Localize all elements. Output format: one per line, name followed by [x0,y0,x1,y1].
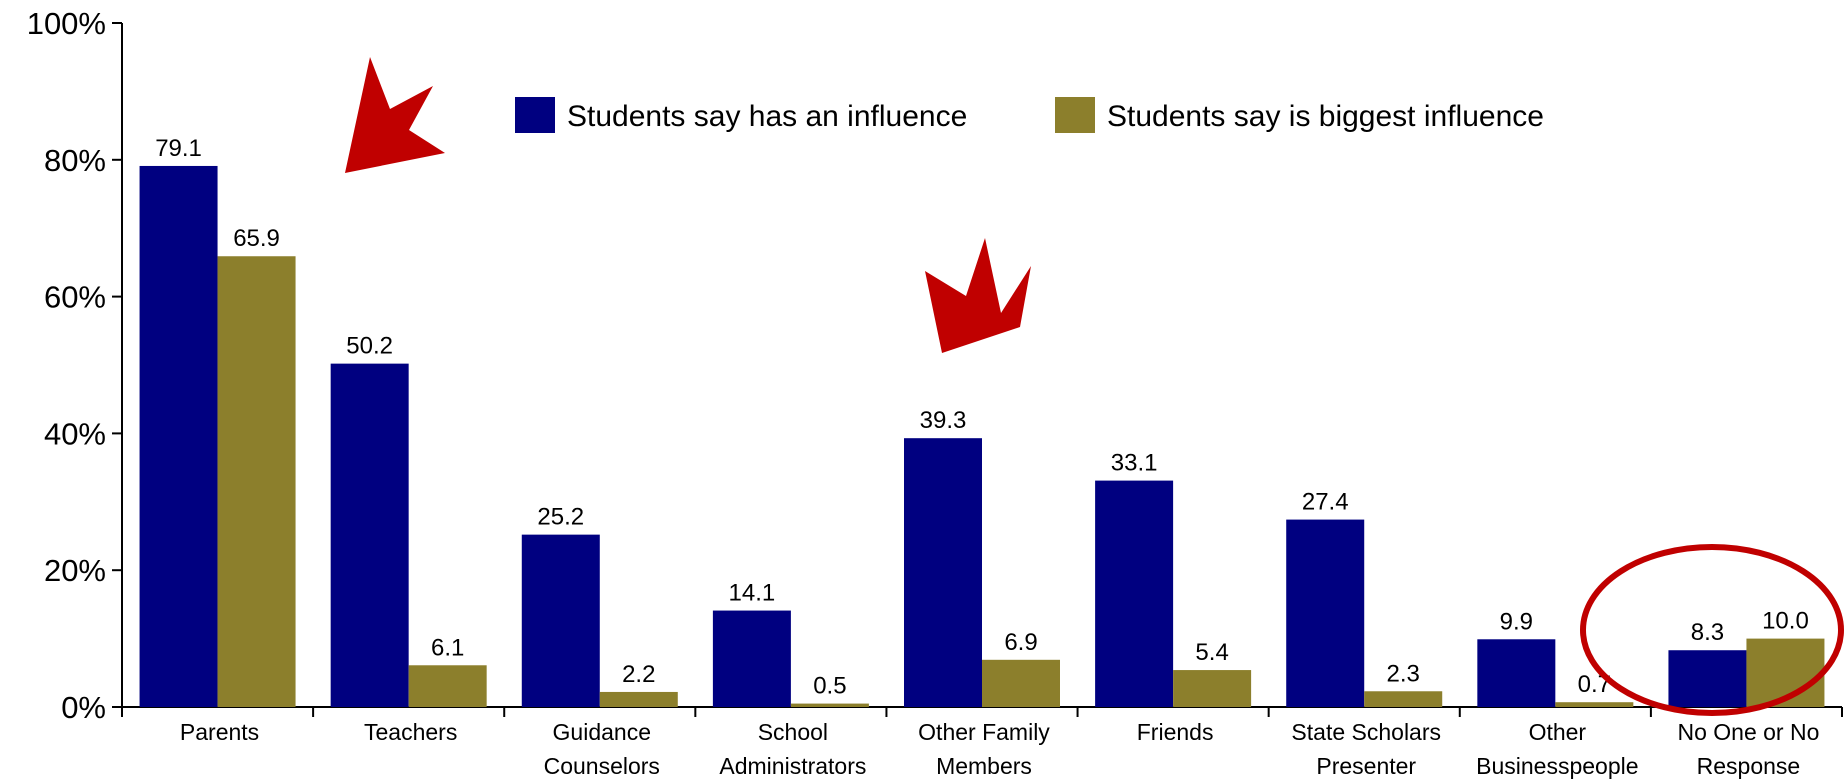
bar-series-2 [1173,670,1252,707]
y-tick-label: 20% [44,553,106,588]
data-label-series-1: 25.2 [537,504,584,531]
legend: Students say has an influence Students sa… [515,97,1544,133]
data-label-series-1: 39.3 [920,407,967,434]
y-tick-label: 40% [44,416,106,451]
x-tick-label-line: No One or No [1677,719,1819,745]
bar-series-2 [1555,702,1634,707]
data-label-series-2: 65.9 [233,225,280,252]
x-tick-label-line: Guidance [553,719,651,745]
annotation-arrow-parents [345,57,445,173]
data-label-series-2: 10.0 [1762,608,1809,635]
bar-series-1 [904,438,982,707]
annotation-ellipse-no-one [1580,544,1844,716]
y-tick-label: 60% [44,280,106,315]
y-tick-label: 80% [44,143,106,178]
data-label-series-2: 2.3 [1387,660,1420,687]
x-tick-label-line: Members [936,753,1032,779]
x-tick-label-line: Response [1697,753,1801,779]
legend-swatch-series-1 [515,97,555,133]
x-tick-label: Guidance Counselors [544,719,660,779]
x-tick-label-line: Businesspeople [1476,753,1638,779]
legend-label-series-2: Students say is biggest influence [1107,100,1544,133]
data-label-series-1: 9.9 [1500,608,1533,635]
bar-series-1 [1095,480,1174,707]
x-tick-label: Other Businesspeople [1476,719,1638,779]
y-tick-label: 100% [27,6,106,41]
x-tick-label-line: Parents [180,719,259,745]
legend-label-series-1: Students say has an influence [567,100,967,133]
x-tick-label-line: Other [1529,719,1587,745]
bar-series-1 [712,610,791,707]
data-labels: 79.1 65.9 50.2 6.1 25.2 2.2 14.1 0.5 39.3 6.9 33.1… [155,135,1809,700]
y-axis: 0% 20% 40% 60% 80% 100% [27,6,123,725]
data-label-series-2: 2.2 [622,661,655,688]
data-label-series-1: 14.1 [729,580,776,607]
data-label-series-1: 27.4 [1302,489,1349,516]
bar-series-2 [599,691,678,707]
x-axis: Parents Teachers Guidance Counselors School A… [121,706,1843,779]
bars [139,165,1825,707]
data-label-series-2: 6.1 [431,634,464,661]
annotations [345,57,1844,716]
x-tick-label: Friends [1137,719,1214,745]
x-tick-label-line: State Scholars [1291,719,1441,745]
data-label-series-2: 5.4 [1195,639,1228,666]
x-tick-label-line: Other Family [918,719,1050,745]
data-label-series-1: 50.2 [346,333,393,360]
bar-series-1 [330,363,409,707]
x-tick-label: School Administrators [719,719,866,779]
bar-series-2 [217,256,296,707]
legend-swatch-series-2 [1055,97,1095,133]
bar-series-2 [982,659,1060,707]
x-tick-label: No One or No Response [1677,719,1819,779]
x-tick-label-line: School [758,719,828,745]
bar-series-1 [521,534,600,707]
x-tick-label: Parents [180,719,259,745]
bar-series-1 [139,165,218,707]
data-label-series-2: 6.9 [1004,629,1037,656]
data-label-series-2: 0.5 [813,673,846,700]
bar-series-2 [790,703,869,707]
data-label-series-1: 79.1 [155,135,202,162]
x-tick-label: Teachers [364,719,457,745]
annotation-arrow-other-family [925,238,1031,353]
bar-series-2 [408,665,487,707]
bar-series-1 [1477,639,1556,707]
x-tick-label-line: Counselors [544,753,660,779]
x-tick-label-line: Administrators [719,753,866,779]
x-tick-label: State Scholars Presenter [1291,719,1441,779]
x-tick-label-line: Teachers [364,719,457,745]
bar-series-1 [1286,519,1365,707]
data-label-series-1: 33.1 [1111,450,1158,477]
x-tick-label-line: Presenter [1316,753,1416,779]
x-tick-label-line: Friends [1137,719,1214,745]
bar-series-2 [1364,691,1443,707]
bar-series-1 [1668,650,1747,707]
data-label-series-1: 8.3 [1691,619,1724,646]
x-tick-label: Other Family Members [918,719,1050,779]
y-tick-label: 0% [61,690,106,725]
